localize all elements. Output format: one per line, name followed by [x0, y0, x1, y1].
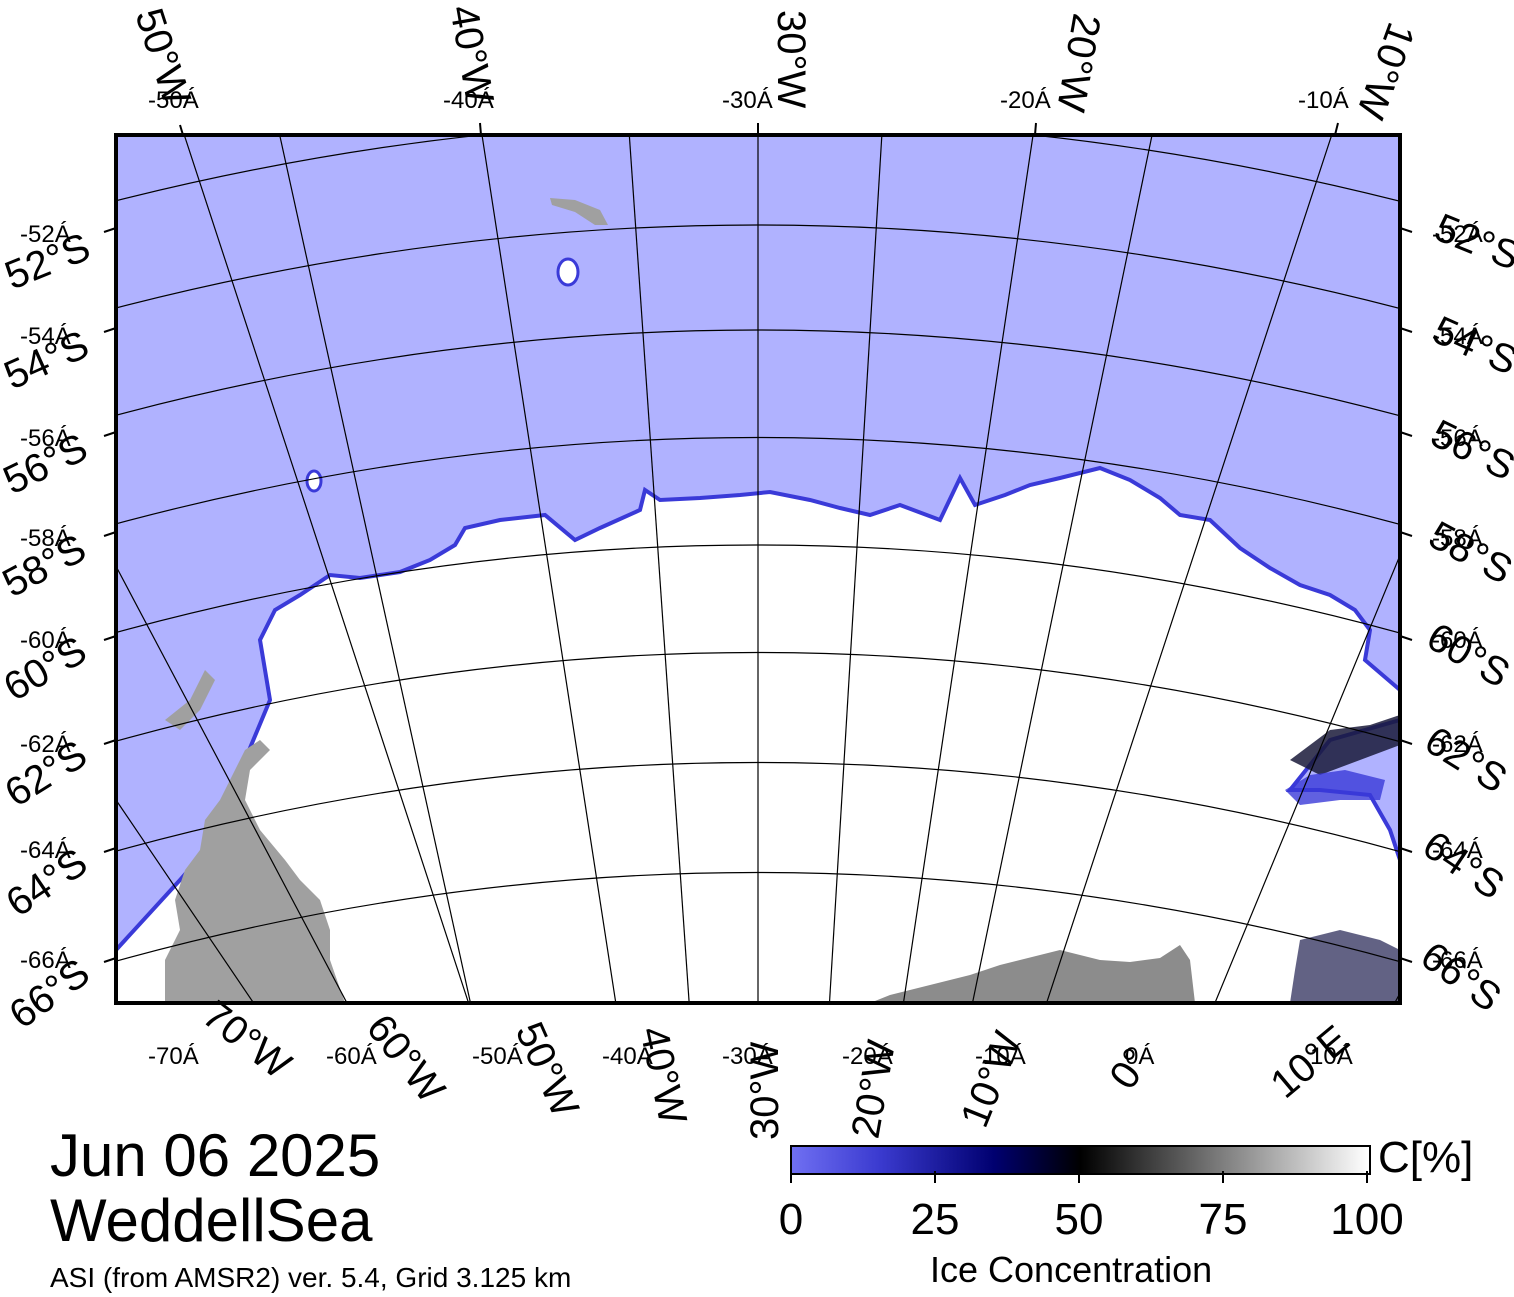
right-small-label: -54Á: [1432, 323, 1483, 350]
top-small-label: -10Á: [1298, 87, 1349, 114]
bottom-small-label: -60Á: [326, 1043, 377, 1070]
bottom-small-label: -70Á: [148, 1043, 199, 1070]
colorbar-tick: [934, 1171, 936, 1183]
bottom-labels: -70Á 70°W -60Á 60°W -50Á 50°W -40Á 40°W …: [148, 992, 1358, 1141]
bottom-small-label: -40Á: [602, 1043, 653, 1070]
top-small-label: -30Á: [722, 87, 773, 114]
south-orkney-island: [305, 469, 323, 493]
top-small-label: -40Á: [443, 87, 494, 114]
bottom-small-label: 10Á: [1310, 1043, 1353, 1070]
top-small-label: -50Á: [148, 87, 199, 114]
bottom-small-label: -30Á: [722, 1043, 773, 1070]
left-small-label: -62Á: [20, 731, 71, 758]
frame-ticks: [103, 122, 1413, 963]
left-small-label: -52Á: [20, 221, 71, 248]
latitude-lines: [116, 135, 1400, 963]
south-georgia-island: [556, 257, 580, 287]
right-small-label: -56Á: [1432, 425, 1483, 452]
right-big-label: 52°S: [1429, 206, 1514, 279]
left-small-label: -64Á: [20, 837, 71, 864]
left-small-label: -58Á: [20, 525, 71, 552]
right-small-label: -52Á: [1432, 221, 1483, 248]
top-labels: -50Á 50°W -40Á 40°W -30Á 30°W -20Á 20°W …: [126, 2, 1422, 125]
right-small-label: -58Á: [1432, 525, 1483, 552]
right-big-label: 64°S: [1415, 823, 1512, 908]
right-big-label: 54°S: [1426, 308, 1514, 384]
top-big-label: 10°W: [1348, 17, 1423, 125]
region-title: WeddellSea: [50, 1187, 373, 1254]
right-small-label: -64Á: [1432, 837, 1483, 864]
right-big-label: 56°S: [1424, 412, 1514, 490]
shag-rocks: [550, 198, 608, 225]
right-small-label: -62Á: [1432, 731, 1483, 758]
meridian-lines: [116, 135, 1400, 1003]
bottom-small-label: -10Á: [975, 1043, 1026, 1070]
colorbar-tick: [1366, 1171, 1368, 1183]
bottom-small-label: 0Á: [1125, 1043, 1154, 1070]
left-small-label: -56Á: [20, 425, 71, 452]
marginal-ice-zone: [1290, 715, 1400, 775]
right-small-label: -66Á: [1432, 947, 1483, 974]
right-small-label: -60Á: [1432, 627, 1483, 654]
right-labels: -52Á 52°S -54Á 54°S -56Á 56°S -58Á 58°S …: [1413, 206, 1514, 1021]
colorbar-tick-label: 25: [910, 1195, 960, 1244]
bottom-big-label: 10°E: [1263, 1017, 1358, 1107]
left-labels: -52Á 52°S -54Á 54°S -56Á 56°S -58Á 58°S …: [0, 221, 98, 1037]
top-big-label: 20°W: [1048, 10, 1108, 115]
product-description: ASI (from AMSR2) ver. 5.4, Grid 3.125 km: [50, 1262, 572, 1293]
bottom-big-label: 30°W: [743, 1042, 787, 1140]
colorbar-tick-label: 50: [1054, 1195, 1104, 1244]
left-small-label: -60Á: [20, 627, 71, 654]
bottom-big-label: 10°W: [953, 1026, 1031, 1134]
antarctic-continent: [870, 945, 1195, 1003]
colorbar-title: Ice Concentration: [930, 1249, 1213, 1290]
top-small-label: -20Á: [1000, 87, 1051, 114]
date-title: Jun 06 2025: [50, 1122, 381, 1189]
left-small-label: -66Á: [20, 947, 71, 974]
top-big-label: 30°W: [769, 10, 813, 108]
bottom-small-label: -50Á: [472, 1043, 523, 1070]
marginal-ice-zone-3: [1290, 930, 1400, 1003]
bottom-small-label: -20Á: [842, 1043, 893, 1070]
colorbar-unit: C[%]: [1378, 1133, 1474, 1182]
peninsula-islands: [165, 670, 215, 730]
bottom-big-label: 40°W: [631, 1023, 695, 1128]
left-small-label: -54Á: [20, 323, 71, 350]
colorbar-tick-label: 0: [778, 1195, 804, 1244]
colorbar-tick-label: 100: [1330, 1195, 1404, 1244]
colorbar-tick: [1078, 1171, 1080, 1183]
colorbar-tick: [1222, 1171, 1224, 1183]
colorbar: [790, 1145, 1371, 1175]
colorbar-tick: [790, 1171, 792, 1183]
marginal-ice-zone-2: [1285, 770, 1385, 805]
bottom-big-label: 70°W: [194, 992, 299, 1087]
colorbar-tick-label: 75: [1198, 1195, 1248, 1244]
top-big-label: 50°W: [126, 3, 198, 110]
